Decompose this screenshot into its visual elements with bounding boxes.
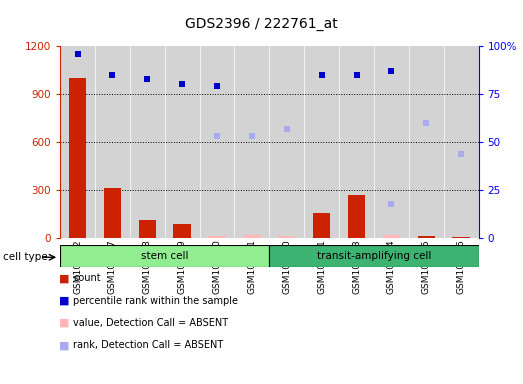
- Bar: [60, 46, 95, 238]
- Bar: [278, 237, 295, 238]
- Bar: [348, 195, 365, 238]
- Bar: [444, 46, 479, 238]
- Text: cell type: cell type: [3, 252, 47, 262]
- Bar: [383, 235, 400, 238]
- Text: rank, Detection Call = ABSENT: rank, Detection Call = ABSENT: [73, 340, 223, 350]
- Text: stem cell: stem cell: [141, 251, 188, 261]
- Bar: [452, 237, 470, 238]
- Text: transit-amplifying cell: transit-amplifying cell: [317, 251, 431, 261]
- Bar: [269, 46, 304, 238]
- Bar: [139, 220, 156, 238]
- Bar: [243, 235, 260, 238]
- Bar: [374, 46, 409, 238]
- Bar: [174, 223, 191, 238]
- Text: ■: ■: [59, 340, 70, 350]
- Text: count: count: [73, 273, 101, 283]
- Text: ■: ■: [59, 273, 70, 283]
- Text: ■: ■: [59, 318, 70, 328]
- Text: value, Detection Call = ABSENT: value, Detection Call = ABSENT: [73, 318, 229, 328]
- Bar: [104, 189, 121, 238]
- Bar: [339, 46, 374, 238]
- Bar: [234, 46, 269, 238]
- Text: ■: ■: [59, 296, 70, 306]
- Bar: [313, 213, 331, 238]
- Bar: [417, 236, 435, 238]
- Bar: [130, 46, 165, 238]
- Bar: [200, 46, 234, 238]
- Bar: [304, 46, 339, 238]
- Bar: [95, 46, 130, 238]
- Bar: [60, 245, 269, 267]
- Bar: [165, 46, 200, 238]
- Text: GDS2396 / 222761_at: GDS2396 / 222761_at: [185, 17, 338, 31]
- Bar: [409, 46, 444, 238]
- Text: percentile rank within the sample: percentile rank within the sample: [73, 296, 238, 306]
- Bar: [69, 78, 86, 238]
- Bar: [208, 236, 226, 238]
- Bar: [269, 245, 479, 267]
